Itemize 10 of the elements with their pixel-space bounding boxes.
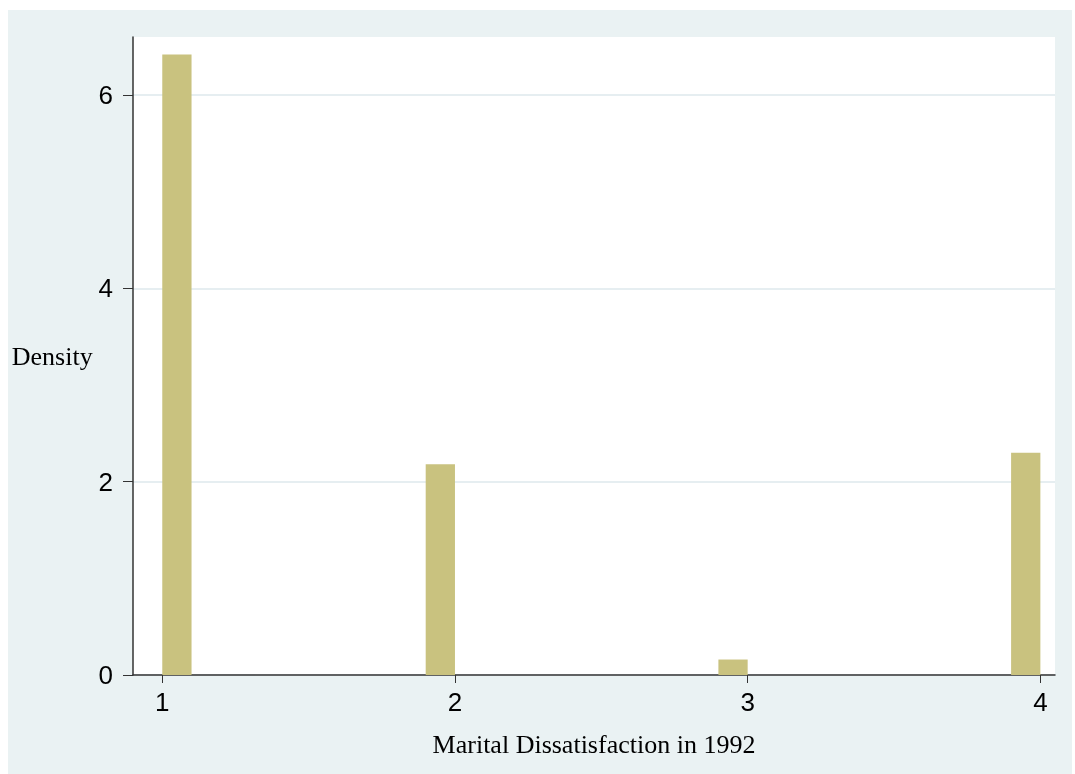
x-tick-label: 3 — [740, 687, 755, 717]
x-axis-title: Marital Dissatisfaction in 1992 — [432, 729, 756, 759]
x-tick-label: 1 — [155, 687, 170, 717]
y-tick-label: 4 — [98, 273, 113, 304]
y-tick-label: 0 — [98, 660, 113, 690]
x-tick-label: 2 — [447, 687, 463, 717]
y-tick-label: 2 — [98, 466, 113, 497]
y-axis-title: Density — [11, 341, 93, 371]
x-tick-label: 4 — [1033, 687, 1048, 717]
y-tick-label: 6 — [98, 80, 113, 110]
